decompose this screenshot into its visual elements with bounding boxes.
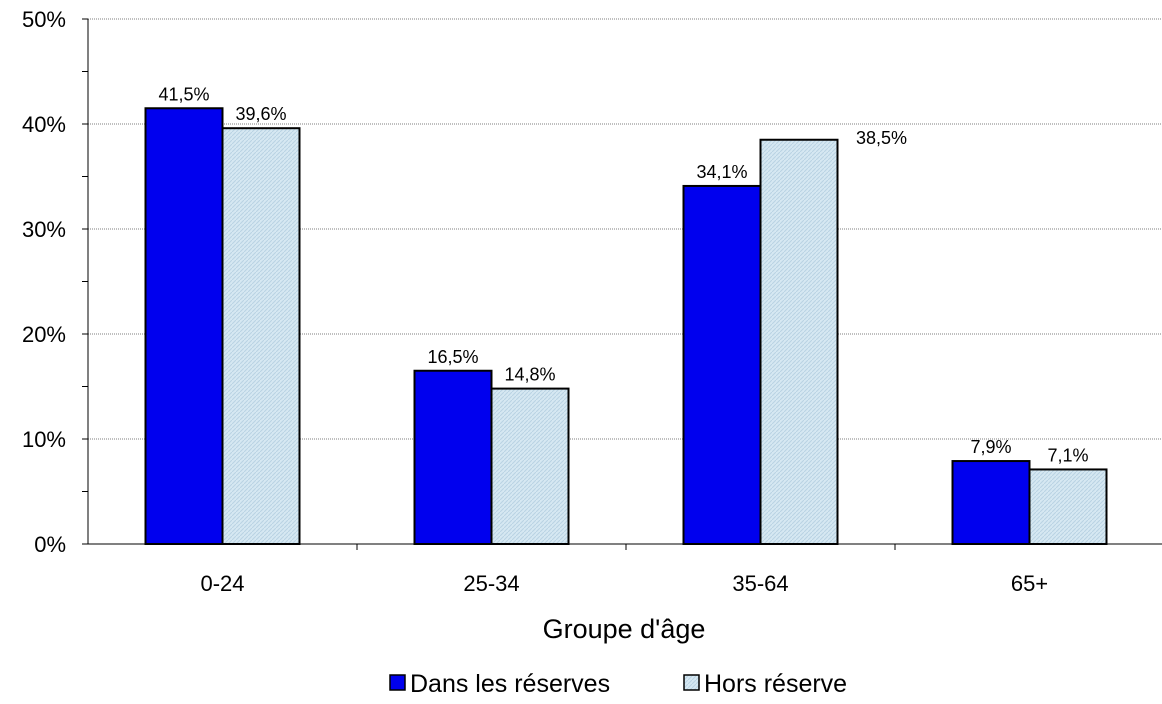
x-tick-label: 65+ bbox=[1011, 571, 1048, 596]
y-tick-label: 30% bbox=[22, 217, 66, 242]
legend-swatch-dans-les-reserves bbox=[389, 674, 406, 691]
legend-label: Hors réserve bbox=[704, 670, 847, 698]
data-label: 41,5% bbox=[158, 84, 209, 104]
y-tick-label: 50% bbox=[22, 7, 66, 32]
x-tick-label: 0-24 bbox=[200, 571, 244, 596]
data-label: 16,5% bbox=[427, 347, 478, 367]
data-label: 7,1% bbox=[1047, 445, 1088, 465]
x-axis-title: Groupe d'âge bbox=[543, 614, 706, 644]
bar-hors-reserve bbox=[1028, 468, 1108, 546]
data-label: 38,5% bbox=[856, 128, 907, 148]
data-label: 34,1% bbox=[696, 162, 747, 182]
data-label: 7,9% bbox=[970, 437, 1011, 457]
x-tick-label: 35-64 bbox=[732, 571, 788, 596]
bar-dans-les-reserves bbox=[682, 184, 762, 545]
legend-label: Dans les réserves bbox=[410, 670, 610, 698]
legend-swatch-hors-reserve bbox=[683, 674, 700, 691]
x-tick-label: 25-34 bbox=[463, 571, 519, 596]
y-tick-label: 0% bbox=[34, 532, 66, 557]
data-label: 39,6% bbox=[235, 104, 286, 124]
y-tick-label: 20% bbox=[22, 322, 66, 347]
bar-hors-reserve bbox=[759, 138, 839, 545]
y-tick-label: 40% bbox=[22, 112, 66, 137]
y-tick-label: 10% bbox=[22, 427, 66, 452]
bar-hors-reserve bbox=[221, 127, 301, 545]
bar-dans-les-reserves bbox=[413, 369, 493, 545]
bar-dans-les-reserves bbox=[951, 460, 1031, 545]
bar-hors-reserve bbox=[490, 387, 570, 545]
data-label: 14,8% bbox=[504, 365, 555, 385]
bar-dans-les-reserves bbox=[144, 107, 224, 545]
